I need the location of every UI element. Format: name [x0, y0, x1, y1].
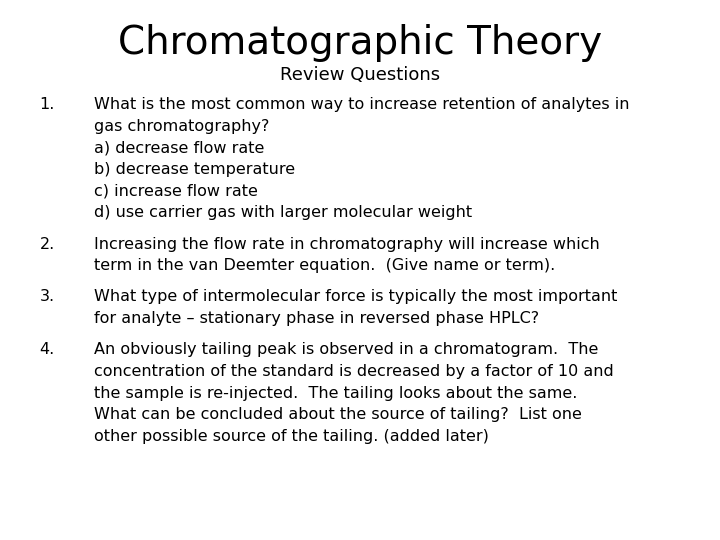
Text: 4.: 4. [40, 342, 55, 357]
Text: a) decrease flow rate: a) decrease flow rate [94, 140, 264, 156]
Text: An obviously tailing peak is observed in a chromatogram.  The: An obviously tailing peak is observed in… [94, 342, 598, 357]
Text: c) increase flow rate: c) increase flow rate [94, 184, 258, 199]
Text: for analyte – stationary phase in reversed phase HPLC?: for analyte – stationary phase in revers… [94, 311, 539, 326]
Text: b) decrease temperature: b) decrease temperature [94, 162, 294, 177]
Text: What is the most common way to increase retention of analytes in: What is the most common way to increase … [94, 97, 629, 112]
Text: concentration of the standard is decreased by a factor of 10 and: concentration of the standard is decreas… [94, 364, 613, 379]
Text: What type of intermolecular force is typically the most important: What type of intermolecular force is typ… [94, 289, 617, 305]
Text: Chromatographic Theory: Chromatographic Theory [118, 24, 602, 62]
Text: 2.: 2. [40, 237, 55, 252]
Text: 1.: 1. [40, 97, 55, 112]
Text: d) use carrier gas with larger molecular weight: d) use carrier gas with larger molecular… [94, 205, 472, 220]
Text: 3.: 3. [40, 289, 55, 305]
Text: Increasing the flow rate in chromatography will increase which: Increasing the flow rate in chromatograp… [94, 237, 599, 252]
Text: the sample is re-injected.  The tailing looks about the same.: the sample is re-injected. The tailing l… [94, 386, 577, 401]
Text: What can be concluded about the source of tailing?  List one: What can be concluded about the source o… [94, 407, 582, 422]
Text: term in the van Deemter equation.  (Give name or term).: term in the van Deemter equation. (Give … [94, 258, 555, 273]
Text: gas chromatography?: gas chromatography? [94, 119, 269, 134]
Text: Review Questions: Review Questions [280, 66, 440, 84]
Text: other possible source of the tailing. (added later): other possible source of the tailing. (a… [94, 429, 488, 444]
